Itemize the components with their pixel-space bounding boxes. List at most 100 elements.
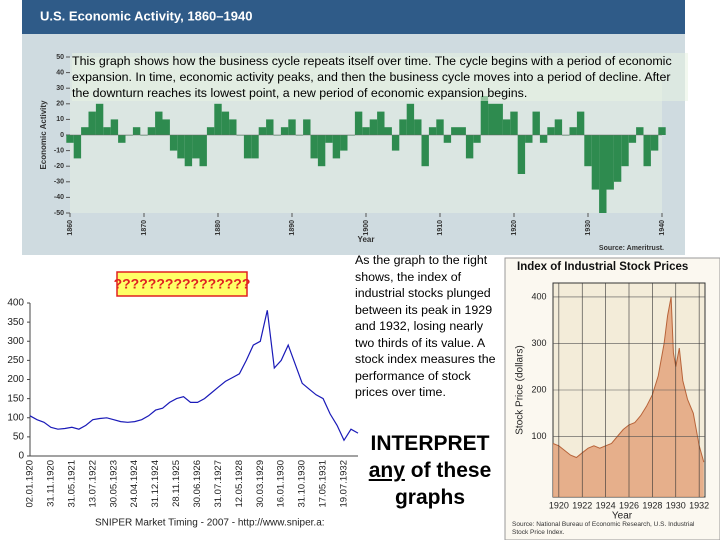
x-tick-label: 24.04.1924 xyxy=(129,460,140,508)
bar xyxy=(169,135,178,151)
x-tick-label: 13.07.1922 xyxy=(87,460,98,508)
y-tick-label: 40 xyxy=(56,69,64,76)
x-tick-label: 28.11.1925 xyxy=(171,460,182,507)
bar xyxy=(369,119,378,135)
bar xyxy=(332,135,341,159)
bar xyxy=(258,127,267,135)
x-tick-label: 12.05.1928 xyxy=(234,460,245,508)
bar xyxy=(451,127,459,135)
x-tick-label: 31.10.1930 xyxy=(297,460,308,508)
y-axis-label: Economic Activity xyxy=(39,100,48,170)
bar xyxy=(606,135,614,190)
y-tick-label: -50 xyxy=(54,210,64,217)
bar xyxy=(391,135,400,151)
bar xyxy=(251,135,259,159)
bar xyxy=(636,127,644,135)
bar xyxy=(517,135,526,174)
y-axis-label: Stock Price (dollars) xyxy=(515,345,526,434)
bar xyxy=(502,119,511,135)
x-tick-label: 1924 xyxy=(596,500,616,510)
bar xyxy=(303,119,311,135)
x-tick-label: 1928 xyxy=(642,500,662,510)
bar xyxy=(221,111,230,135)
x-tick-label: 1940 xyxy=(659,220,666,236)
x-tick-label: 1870 xyxy=(141,220,148,236)
bar xyxy=(406,103,415,135)
x-tick-label: 17.05.1931 xyxy=(318,460,329,508)
bar xyxy=(266,119,274,135)
bar xyxy=(421,135,429,167)
bar xyxy=(384,127,392,135)
bar xyxy=(488,103,496,135)
bar xyxy=(399,119,407,135)
x-tick-label: 30.05.1923 xyxy=(108,460,119,508)
y-tick-label: 0 xyxy=(18,451,24,462)
bar xyxy=(214,103,222,135)
y-tick-label: 50 xyxy=(13,432,25,443)
price-line xyxy=(29,310,359,442)
bar xyxy=(658,127,666,135)
bar xyxy=(495,103,503,135)
bar xyxy=(288,119,296,135)
chart-title: ???????????????? xyxy=(114,276,251,292)
y-tick-label: 400 xyxy=(7,298,24,309)
x-tick-label: 31.05.1921 xyxy=(66,460,77,508)
bar xyxy=(377,111,385,135)
bar xyxy=(613,135,622,182)
bar xyxy=(81,127,89,135)
bar xyxy=(310,135,318,159)
bar xyxy=(110,119,119,135)
bar xyxy=(599,135,607,213)
y-tick-label: 0 xyxy=(60,132,64,139)
x-tick-label: 1930 xyxy=(585,220,592,236)
y-tick-label: 150 xyxy=(7,393,24,404)
y-tick-label: 200 xyxy=(531,384,546,394)
bar xyxy=(576,111,585,135)
bar xyxy=(155,111,163,135)
x-tick-label: 02.01.1920 xyxy=(25,460,36,508)
bar xyxy=(414,119,422,135)
bar xyxy=(199,135,207,167)
source: Source: Ameritrust. xyxy=(599,245,664,252)
area-fill xyxy=(553,297,704,497)
x-tick-label: 1880 xyxy=(215,220,222,236)
overlay-text: This graph shows how the business cycle … xyxy=(72,53,688,101)
x-tick-label: 1890 xyxy=(289,220,296,236)
bar xyxy=(584,135,592,167)
y-tick-label: 400 xyxy=(531,291,546,301)
bar xyxy=(354,111,363,135)
y-tick-label: 200 xyxy=(7,374,24,385)
bar xyxy=(280,127,289,135)
bar xyxy=(88,111,96,135)
bar xyxy=(547,127,555,135)
chart1-header xyxy=(22,0,685,34)
y-tick-label: -10 xyxy=(54,147,64,154)
bar xyxy=(184,135,193,167)
bar xyxy=(192,135,200,159)
bar xyxy=(162,119,170,135)
bar xyxy=(206,127,215,135)
bar xyxy=(103,127,111,135)
x-tick-label: 1900 xyxy=(363,220,370,236)
bar xyxy=(436,119,444,135)
x-tick-label: 1920 xyxy=(549,500,569,510)
bar xyxy=(465,135,474,159)
y-tick-label: 50 xyxy=(56,54,64,61)
bar xyxy=(66,135,74,143)
y-tick-label: -30 xyxy=(54,179,64,186)
y-tick-label: 30 xyxy=(56,85,64,92)
bar xyxy=(510,111,518,135)
bar xyxy=(362,127,370,135)
bar xyxy=(147,127,156,135)
bar xyxy=(73,135,82,159)
y-tick-label: 100 xyxy=(531,431,546,441)
x-tick-label: 30.03.1929 xyxy=(255,460,266,508)
bar xyxy=(621,135,629,167)
bar xyxy=(628,135,637,143)
y-tick-label: 250 xyxy=(7,355,24,366)
prompt-word: INTERPRET xyxy=(370,432,490,455)
bar xyxy=(591,135,600,190)
x-tick-label: 30.06.1926 xyxy=(192,460,203,508)
